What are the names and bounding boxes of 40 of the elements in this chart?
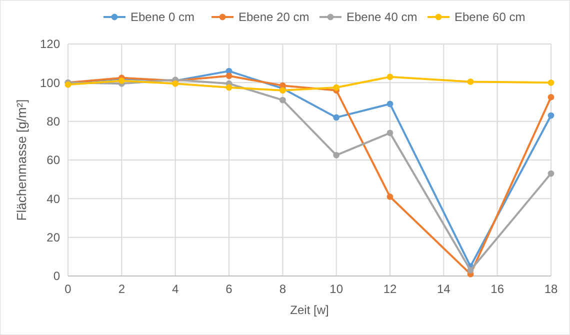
- point: [386, 100, 394, 108]
- point: [279, 96, 286, 104]
- x-tick-label: 8: [279, 282, 286, 296]
- point: [548, 112, 554, 119]
- legend-label: Ebene 40 cm: [346, 10, 418, 24]
- point: [226, 84, 232, 91]
- x-tick-label: 4: [172, 282, 179, 296]
- point: [172, 80, 179, 87]
- point: [548, 79, 554, 86]
- point: [333, 84, 340, 91]
- x-tick-label: 6: [226, 282, 233, 296]
- legend-label: Ebene 0 cm: [130, 10, 195, 24]
- point: [333, 152, 340, 158]
- point: [226, 72, 232, 80]
- point: [548, 94, 554, 100]
- x-tick-label: 12: [383, 282, 397, 296]
- y-tick-label: 80: [46, 114, 60, 129]
- y-tick-label: 60: [46, 153, 60, 168]
- y-axis-title: Flächenmasse [g/m²]: [14, 99, 29, 221]
- point: [386, 130, 394, 136]
- point: [333, 114, 340, 121]
- x-tick-label: 16: [490, 282, 504, 296]
- x-tick-label: 10: [330, 282, 344, 296]
- point: [386, 194, 394, 200]
- y-tick-label: 100: [40, 76, 60, 90]
- x-tick-label: 0: [64, 282, 72, 296]
- y-tick-label: 40: [46, 192, 60, 206]
- y-tick-label: 120: [40, 37, 60, 52]
- y-tick-label: 0: [53, 269, 60, 284]
- y-tick-label: 20: [46, 230, 60, 245]
- point: [386, 74, 394, 80]
- x-axis-title: Zeit [w]: [290, 303, 329, 317]
- legend-label: Ebene 60 cm: [454, 10, 526, 24]
- point: [467, 267, 474, 274]
- x-tick-label: 18: [544, 282, 558, 296]
- x-tick-label: 14: [436, 282, 451, 296]
- point: [548, 170, 554, 177]
- point: [467, 78, 474, 85]
- x-tick-label: 2: [118, 282, 126, 296]
- legend-label: Ebene 20 cm: [238, 10, 310, 24]
